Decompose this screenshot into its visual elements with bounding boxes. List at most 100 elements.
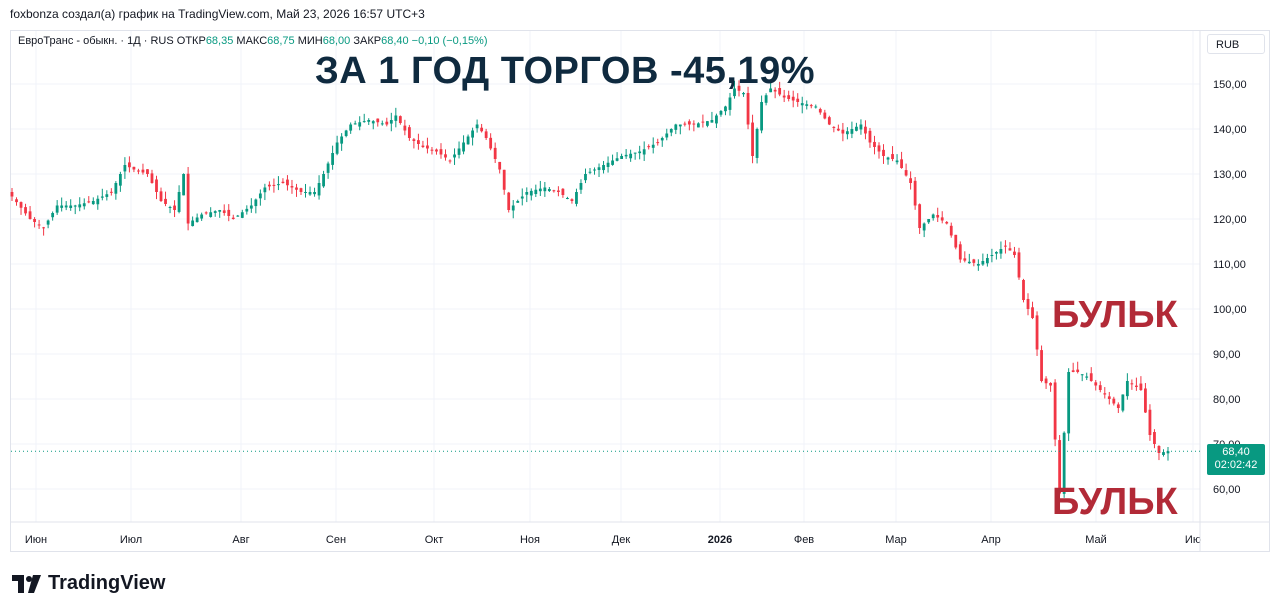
candle-body: [1130, 383, 1134, 385]
candle-body: [64, 205, 68, 208]
candle-body: [1013, 251, 1016, 255]
candle-body: [633, 152, 637, 154]
close-value: 68,40: [381, 35, 409, 47]
candle-body: [945, 221, 949, 224]
candle-body: [1157, 445, 1161, 453]
candle-body: [1040, 350, 1043, 381]
candle-body: [882, 149, 885, 156]
candle-body: [299, 188, 303, 192]
candle-body: [191, 220, 195, 227]
candle-body: [435, 149, 438, 152]
candle-body: [186, 173, 190, 224]
candle-body: [796, 98, 800, 102]
candle-body: [615, 158, 619, 161]
x-tick-label: Апр: [981, 534, 1000, 546]
candle-body: [439, 149, 443, 155]
candle-body: [976, 264, 980, 266]
candle-body: [1116, 404, 1120, 408]
candle-body: [272, 184, 276, 186]
candle-body: [493, 147, 497, 159]
candle-body: [687, 121, 691, 125]
candle-body: [15, 199, 18, 203]
candle-body: [231, 217, 235, 219]
candle-body: [317, 183, 321, 196]
candle-body: [385, 121, 389, 125]
candle-body: [1071, 370, 1075, 372]
candle-body: [37, 224, 41, 226]
candle-body: [371, 121, 375, 124]
candle-body: [936, 215, 940, 218]
candle-body: [566, 198, 569, 199]
candle-body: [204, 212, 208, 214]
currency-selector[interactable]: RUB: [1207, 34, 1265, 54]
symbol-name[interactable]: ЕвроТранс - обыкн. · 1Д · RUS: [18, 35, 174, 47]
candle-body: [132, 166, 136, 170]
candle-body: [629, 153, 633, 159]
y-tick-label: 80,00: [1213, 394, 1241, 406]
candle-body: [556, 190, 560, 192]
candle-body: [1031, 307, 1034, 318]
candle-body: [1062, 432, 1066, 494]
candle-body: [909, 178, 913, 183]
candle-body: [426, 145, 429, 149]
candle-body: [724, 106, 727, 112]
candle-body: [561, 188, 565, 195]
candle-body: [222, 210, 226, 213]
candle-body: [281, 181, 285, 183]
candle-body: [507, 192, 511, 210]
candle-body: [588, 171, 592, 173]
candle-body: [913, 180, 917, 206]
change-value: −0,10 (−0,15%): [411, 35, 488, 47]
candle-body: [1103, 393, 1107, 395]
candle-body: [764, 95, 768, 103]
candle-body: [1017, 252, 1021, 278]
candle-body: [209, 212, 213, 217]
candle-body: [227, 209, 231, 216]
candle-body: [263, 187, 267, 193]
candle-body: [87, 201, 91, 203]
x-tick-label: Окт: [425, 534, 444, 546]
candle-body: [380, 123, 384, 125]
candle-body: [1125, 381, 1129, 397]
candle-body: [498, 161, 502, 170]
open-label: ОТКР: [176, 35, 206, 47]
x-tick-label: Ию: [1185, 534, 1201, 546]
tradingview-logo-text: TradingView: [48, 572, 166, 594]
overlay-title: ЗА 1 ГОД ТОРГОВ -45,19%: [315, 50, 816, 92]
candle-body: [114, 183, 118, 194]
candle-body: [1134, 385, 1138, 387]
candle-body: [1076, 369, 1080, 372]
candle-body: [778, 88, 782, 95]
candle-body: [42, 227, 46, 229]
tradingview-logo[interactable]: TradingView: [12, 572, 165, 595]
candle-body: [547, 189, 551, 192]
x-tick-label: 2026: [708, 534, 732, 546]
x-tick-label: Дек: [612, 534, 631, 546]
y-tick-label: 130,00: [1213, 169, 1247, 181]
high-value: 68,75: [267, 35, 295, 47]
candle-body: [836, 128, 840, 131]
x-tick-label: Мар: [885, 534, 907, 546]
open-value: 68,35: [205, 35, 234, 47]
candle-body: [286, 179, 289, 186]
candle-body: [1121, 394, 1125, 411]
candle-body: [787, 95, 791, 99]
candle-body: [398, 116, 402, 123]
candle-body: [331, 153, 335, 165]
candle-body: [200, 214, 204, 219]
candle-body: [258, 193, 262, 199]
candle-body: [782, 95, 786, 98]
candle-body: [529, 190, 533, 196]
candle-body: [864, 126, 867, 134]
candle-body: [69, 205, 73, 208]
candle-body: [91, 201, 95, 205]
candle-body: [737, 85, 741, 91]
candle-body: [304, 192, 307, 193]
candle-body: [389, 120, 393, 124]
candle-body: [394, 115, 398, 121]
candle-body: [96, 198, 100, 205]
chart-frame[interactable]: [10, 30, 1270, 552]
candle-body: [967, 261, 971, 264]
candle-body: [1098, 385, 1102, 390]
